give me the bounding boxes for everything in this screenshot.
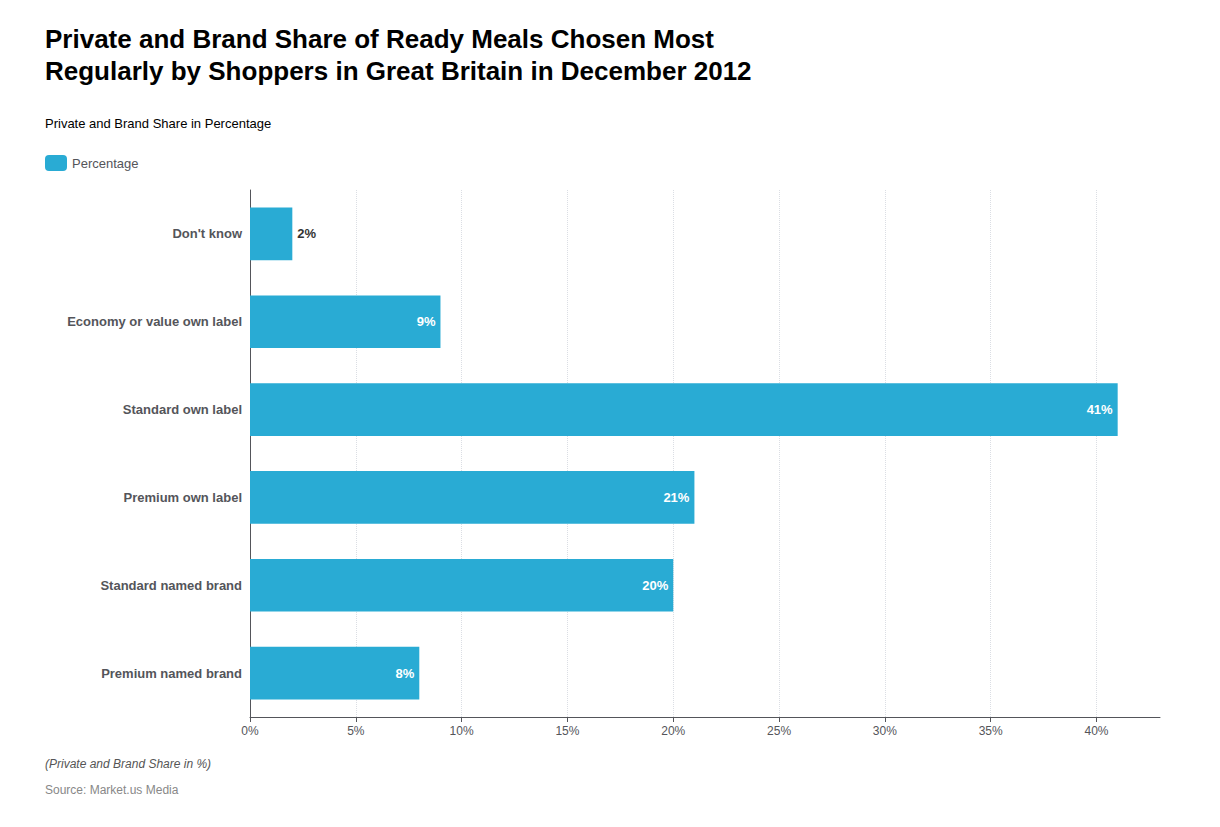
- svg-text:41%: 41%: [1087, 402, 1113, 417]
- svg-text:Standard named brand: Standard named brand: [100, 578, 242, 593]
- svg-text:20%: 20%: [661, 724, 685, 738]
- svg-text:Premium named brand: Premium named brand: [101, 666, 242, 681]
- svg-text:Regularly by Shoppers in Great: Regularly by Shoppers in Great Britain i…: [45, 56, 752, 86]
- svg-text:Premium own label: Premium own label: [124, 490, 242, 505]
- svg-text:15%: 15%: [555, 724, 579, 738]
- svg-text:30%: 30%: [873, 724, 897, 738]
- svg-text:Economy or value own label: Economy or value own label: [67, 314, 242, 329]
- svg-text:Don't know: Don't know: [172, 226, 242, 241]
- svg-text:Percentage: Percentage: [72, 156, 139, 171]
- svg-text:5%: 5%: [347, 724, 365, 738]
- svg-text:35%: 35%: [979, 724, 1003, 738]
- svg-text:0%: 0%: [241, 724, 259, 738]
- svg-text:2%: 2%: [297, 226, 316, 241]
- svg-text:10%: 10%: [450, 724, 474, 738]
- svg-text:Source: Market.us Media: Source: Market.us Media: [45, 783, 179, 797]
- svg-text:21%: 21%: [663, 490, 689, 505]
- svg-text:40%: 40%: [1084, 724, 1108, 738]
- svg-text:9%: 9%: [417, 314, 436, 329]
- svg-text:8%: 8%: [396, 666, 415, 681]
- svg-text:(Private and Brand Share in %): (Private and Brand Share in %): [45, 757, 211, 771]
- svg-text:Private and Brand Share in Per: Private and Brand Share in Percentage: [45, 116, 271, 131]
- svg-text:25%: 25%: [767, 724, 791, 738]
- svg-text:Standard own label: Standard own label: [123, 402, 242, 417]
- svg-text:Private and Brand Share of Rea: Private and Brand Share of Ready Meals C…: [45, 24, 714, 54]
- svg-text:20%: 20%: [642, 578, 668, 593]
